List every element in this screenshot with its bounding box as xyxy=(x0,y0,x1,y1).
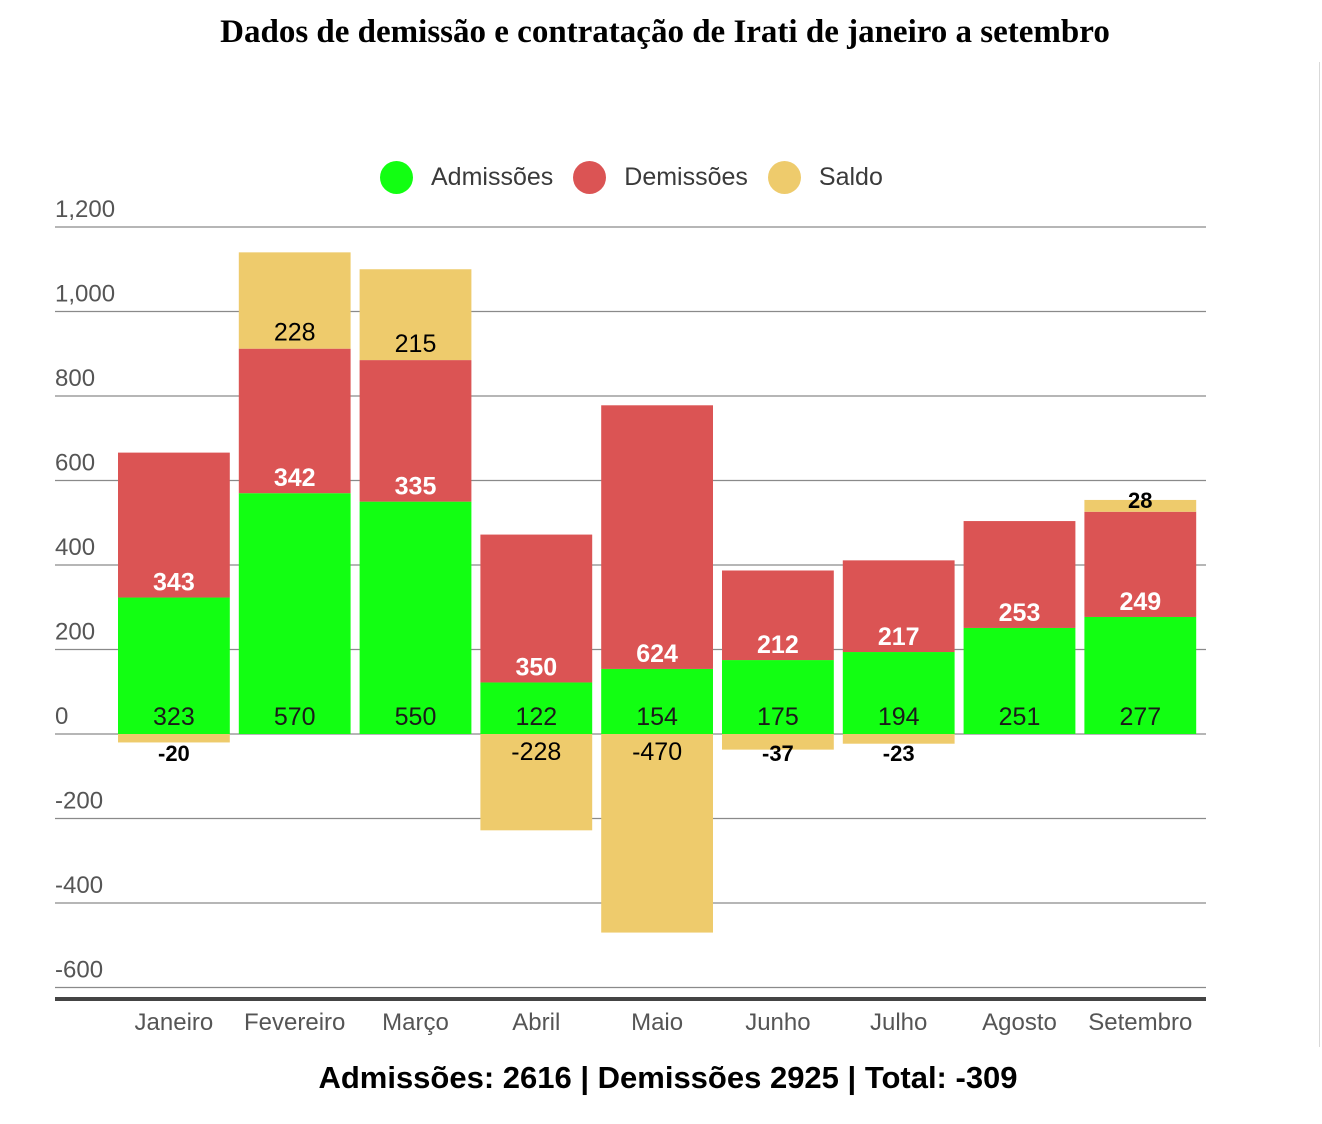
x-tick-label: Abril xyxy=(512,1009,560,1036)
bar-saldo xyxy=(722,734,834,750)
x-tick-label: Maio xyxy=(631,1009,683,1036)
legend-label-demissoes: Demissões xyxy=(624,162,748,191)
x-tick-label: Fevereiro xyxy=(244,1009,345,1036)
data-label-demissoes: 350 xyxy=(515,653,557,681)
x-tick-label: Setembro xyxy=(1088,1009,1192,1036)
x-tick-label: Março xyxy=(382,1009,449,1036)
bar-demissoes xyxy=(118,452,230,598)
bar-demissoes xyxy=(842,560,955,653)
y-tick-label: 600 xyxy=(55,450,95,477)
bar-saldo xyxy=(238,252,351,349)
data-label-demissoes: 342 xyxy=(274,464,316,492)
data-label-admissoes: 194 xyxy=(878,703,920,731)
bar-admissoes xyxy=(118,597,230,734)
bar-saldo xyxy=(842,734,955,744)
y-tick-label: 1,200 xyxy=(55,196,115,223)
bar-saldo xyxy=(359,269,472,361)
data-label-demissoes: 217 xyxy=(878,623,920,651)
data-label-admissoes: 154 xyxy=(636,703,678,731)
legend-swatch-saldo xyxy=(767,160,801,194)
data-label-demissoes: 624 xyxy=(636,640,678,668)
bar-admissoes xyxy=(601,668,713,734)
data-label-saldo: -20 xyxy=(158,741,190,766)
chart-title: Dados de demissão e contratação de Irati… xyxy=(220,14,1110,50)
bar-demissoes xyxy=(722,570,834,661)
y-tick-label: -600 xyxy=(55,957,103,984)
data-label-admissoes: 570 xyxy=(274,703,316,731)
data-label-saldo: -37 xyxy=(762,741,794,766)
data-label-saldo: -23 xyxy=(883,741,915,766)
data-label-admissoes: 550 xyxy=(395,703,437,731)
data-label-admissoes: 251 xyxy=(999,703,1041,731)
x-tick-label: Janeiro xyxy=(135,1009,214,1036)
y-tick-label: 800 xyxy=(55,365,95,392)
panel-border xyxy=(1319,62,1320,1047)
legend-label-saldo: Saldo xyxy=(818,162,883,191)
legend-item-demissoes[interactable]: Demissões xyxy=(573,160,748,194)
bar-saldo xyxy=(118,734,230,743)
bar-demissoes xyxy=(359,360,472,502)
legend: Admissões Demissões Saldo xyxy=(380,160,903,194)
data-label-admissoes: 122 xyxy=(515,703,557,731)
totals-summary: Admissões: 2616 | Demissões 2925 | Total… xyxy=(318,1060,1018,1095)
data-label-demissoes: 343 xyxy=(153,569,195,597)
y-tick-label: -400 xyxy=(55,872,103,899)
y-tick-label: 400 xyxy=(55,534,95,561)
bar-admissoes xyxy=(480,682,593,734)
x-tick-label: Junho xyxy=(745,1009,810,1036)
data-label-demissoes: 335 xyxy=(395,473,437,501)
data-label-saldo: -470 xyxy=(632,738,682,766)
bar-admissoes xyxy=(1084,616,1197,734)
y-tick-label: 200 xyxy=(55,619,95,646)
data-label-saldo: 28 xyxy=(1128,488,1152,513)
data-label-saldo: -228 xyxy=(511,738,561,766)
bar-admissoes xyxy=(359,501,472,734)
bar-admissoes xyxy=(842,652,955,734)
legend-label-admissoes: Admissões xyxy=(431,162,554,191)
bar-demissoes xyxy=(480,534,593,683)
legend-swatch-demissoes xyxy=(573,160,607,194)
bar-demissoes xyxy=(238,348,351,494)
bar-demissoes xyxy=(601,405,713,669)
data-label-admissoes: 277 xyxy=(1119,703,1161,731)
data-label-demissoes: 249 xyxy=(1119,588,1161,616)
bar-demissoes xyxy=(1084,511,1197,617)
y-tick-label: 1,000 xyxy=(55,281,115,308)
bar-saldo xyxy=(1084,499,1197,512)
legend-swatch-admissoes xyxy=(380,160,413,194)
data-label-admissoes: 175 xyxy=(757,703,799,731)
legend-item-admissoes[interactable]: Admissões xyxy=(380,160,554,194)
y-tick-label: -200 xyxy=(55,788,103,815)
data-label-saldo: 215 xyxy=(395,330,437,358)
data-label-demissoes: 253 xyxy=(999,599,1041,627)
bar-admissoes xyxy=(722,660,834,734)
bar-demissoes xyxy=(963,521,1076,628)
bar-admissoes xyxy=(963,627,1076,734)
data-label-demissoes: 212 xyxy=(757,631,799,659)
data-label-saldo: 228 xyxy=(274,319,316,347)
legend-item-saldo[interactable]: Saldo xyxy=(767,160,883,194)
data-label-admissoes: 323 xyxy=(153,703,195,731)
bar-admissoes xyxy=(238,493,351,734)
y-tick-label: 0 xyxy=(55,703,68,730)
bar-saldo xyxy=(480,734,593,831)
bar-saldo xyxy=(601,734,713,933)
x-tick-label: Julho xyxy=(870,1009,927,1036)
x-tick-label: Agosto xyxy=(982,1009,1057,1036)
